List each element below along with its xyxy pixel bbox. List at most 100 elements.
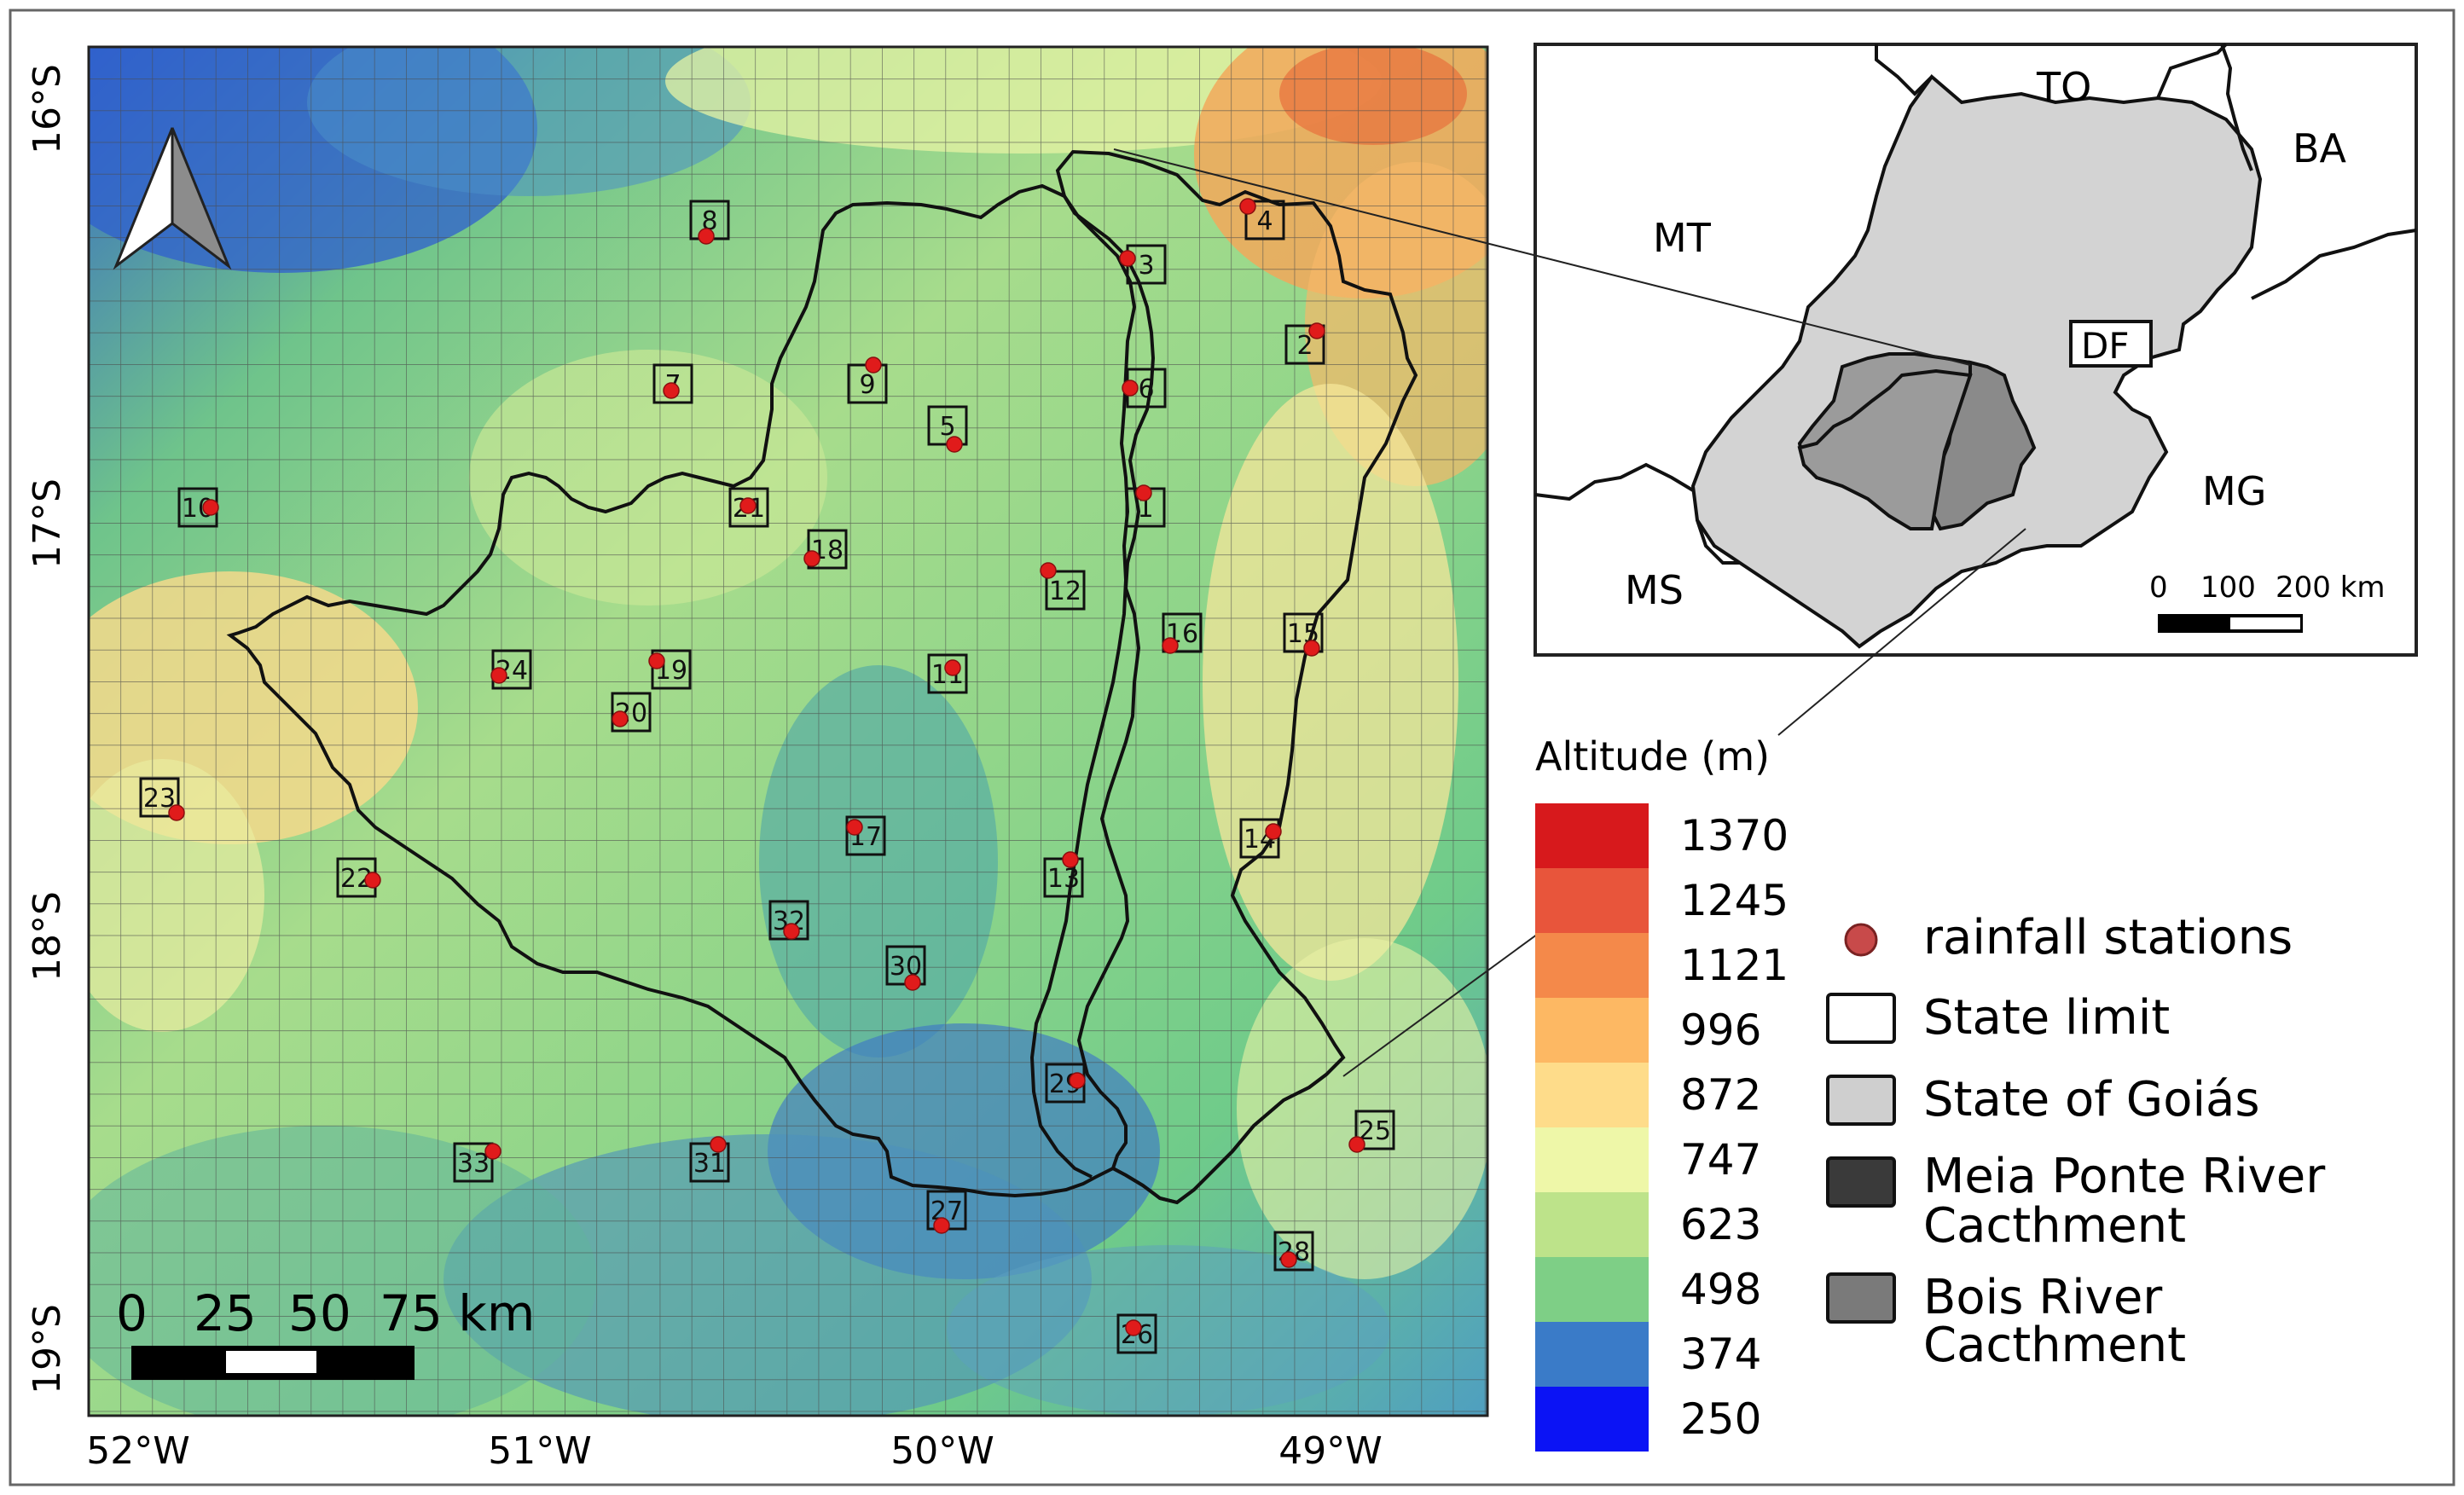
rainfall-station-18: 18: [803, 529, 848, 570]
ramp-swatch-1245: [1535, 868, 1649, 933]
lon-label-50: 50°W: [890, 1429, 994, 1473]
main-map-border: [87, 45, 1489, 1417]
inset-label-ms: MS: [1625, 567, 1684, 613]
station-label-box: [491, 649, 532, 690]
lat-tick-18: 18°S: [26, 891, 69, 982]
legend-items: rainfall stations State limit State of G…: [1826, 910, 2326, 1373]
legend-swatch-meia-ponte: [1826, 1156, 1896, 1208]
station-dot: [1348, 1136, 1365, 1153]
ramp-label-996: 996: [1680, 1005, 1761, 1055]
legend-label-state-limit: State limit: [1923, 990, 2170, 1046]
legend-label-meia-ponte-1: Meia Ponte River: [1923, 1149, 2326, 1204]
station-number: 2: [1296, 331, 1313, 361]
rainfall-station-23: 23: [139, 777, 185, 821]
station-label-box: [1283, 612, 1324, 653]
ramp-label-250: 250: [1680, 1394, 1761, 1444]
ramp-label-498: 498: [1680, 1265, 1761, 1314]
ramp-swatch-747: [1535, 1127, 1649, 1192]
scale-label-0: 0: [116, 1284, 148, 1342]
rainfall-station-30: 30: [885, 945, 926, 991]
goias-state-polygon: [1690, 74, 2263, 649]
rainfall-stations-layer: 1234567891011121314151617181920212223242…: [139, 198, 1395, 1354]
rainfall-station-6: 6: [1122, 368, 1167, 409]
lat-label-16: 16°S: [26, 64, 69, 154]
ramp-label-374: 374: [1680, 1330, 1761, 1379]
station-label-box: [652, 363, 693, 404]
rainfall-station-20: 20: [611, 692, 652, 733]
main-scale-bar: [131, 1346, 415, 1380]
station-number: 9: [859, 370, 875, 400]
rainfall-station-5: 5: [927, 405, 968, 453]
ramp-swatch-374: [1535, 1322, 1649, 1387]
rainfall-station-15: 15: [1283, 612, 1324, 657]
rainfall-station-8: 8: [689, 200, 730, 245]
station-label-box: [651, 649, 692, 690]
station-dot: [1280, 1251, 1297, 1268]
station-label-box: [1284, 324, 1325, 365]
legend-label-bois-2: Cacthment: [1923, 1318, 2186, 1373]
ramp-swatch-623: [1535, 1192, 1649, 1257]
station-number: 33: [457, 1149, 490, 1179]
lat-tick-19: 19°S: [26, 1304, 69, 1394]
ramp-label-623: 623: [1680, 1200, 1761, 1249]
station-label-box: [845, 815, 886, 856]
station-dot: [1308, 322, 1325, 339]
station-label-box: [1244, 200, 1285, 240]
inset-scale-label-100: 100: [2200, 571, 2256, 605]
station-dot: [1122, 380, 1139, 397]
catchment-divide: [1029, 194, 1137, 1179]
station-dot: [168, 804, 185, 821]
station-label-box: [611, 692, 652, 733]
legend-label-bois-1: Bois River: [1923, 1270, 2163, 1325]
reference-grid: [89, 47, 1487, 1416]
station-number: 12: [1049, 577, 1081, 606]
ramp-label-1370: 1370: [1680, 811, 1789, 860]
rainfall-station-31: 31: [689, 1136, 730, 1183]
ramp-swatch-996: [1535, 998, 1649, 1063]
rainfall-station-2: 2: [1284, 322, 1325, 365]
state-limit-lines: [1696, 519, 1740, 565]
station-label-box: [1273, 1231, 1314, 1272]
ramp-swatch-498: [1535, 1257, 1649, 1322]
rainfall-station-12: 12: [1040, 562, 1086, 611]
ramp-swatch-1121: [1535, 933, 1649, 998]
rainfall-station-17: 17: [845, 815, 886, 856]
legend-title: Altitude (m): [1535, 733, 1770, 779]
rainfall-station-9: 9: [847, 356, 888, 404]
rainfall-station-28: 28: [1273, 1231, 1314, 1272]
inset-leader-middle: [1777, 528, 2026, 736]
station-label-box: [927, 653, 968, 694]
ramp-label-1121: 1121: [1680, 941, 1789, 990]
legend-station-symbol: [1844, 923, 1878, 957]
rainfall-station-3: 3: [1119, 244, 1167, 285]
station-dot: [1239, 198, 1256, 215]
station-dot: [1069, 1072, 1086, 1089]
station-label-box: [1116, 1313, 1157, 1354]
inset-scale-label-0: 0: [2149, 571, 2168, 605]
rainfall-station-16: 16: [1162, 612, 1203, 654]
inset-label-ba: BA: [2293, 125, 2347, 171]
inset-scale-label-200: 200 km: [2276, 571, 2386, 605]
rainfall-station-27: 27: [926, 1190, 967, 1234]
state-limit-lines: [1534, 462, 1695, 501]
legend-swatch-goias: [1826, 1075, 1896, 1126]
rainfall-station-22: 22: [336, 857, 381, 898]
station-dot: [663, 382, 680, 399]
ramp-swatch-1370: [1535, 803, 1649, 868]
station-label-box: [1045, 570, 1086, 611]
station-label-box: [728, 487, 769, 528]
inset-map: [1113, 43, 2418, 1077]
rainfall-station-4: 4: [1239, 198, 1285, 240]
rainfall-station-24: 24: [490, 649, 532, 690]
rainfall-station-7: 7: [652, 363, 693, 404]
station-dot: [698, 228, 715, 245]
lat-label-19: 19°S: [26, 1304, 69, 1394]
station-label-box: [689, 1142, 730, 1183]
ramp-swatch-872: [1535, 1063, 1649, 1127]
df-polygon: [2069, 320, 2153, 368]
station-number: 6: [1138, 374, 1154, 404]
station-dot: [484, 1143, 501, 1160]
scale-label-50: 50: [288, 1284, 351, 1342]
rainfall-station-11: 11: [927, 653, 968, 694]
station-label-box: [1354, 1110, 1395, 1150]
